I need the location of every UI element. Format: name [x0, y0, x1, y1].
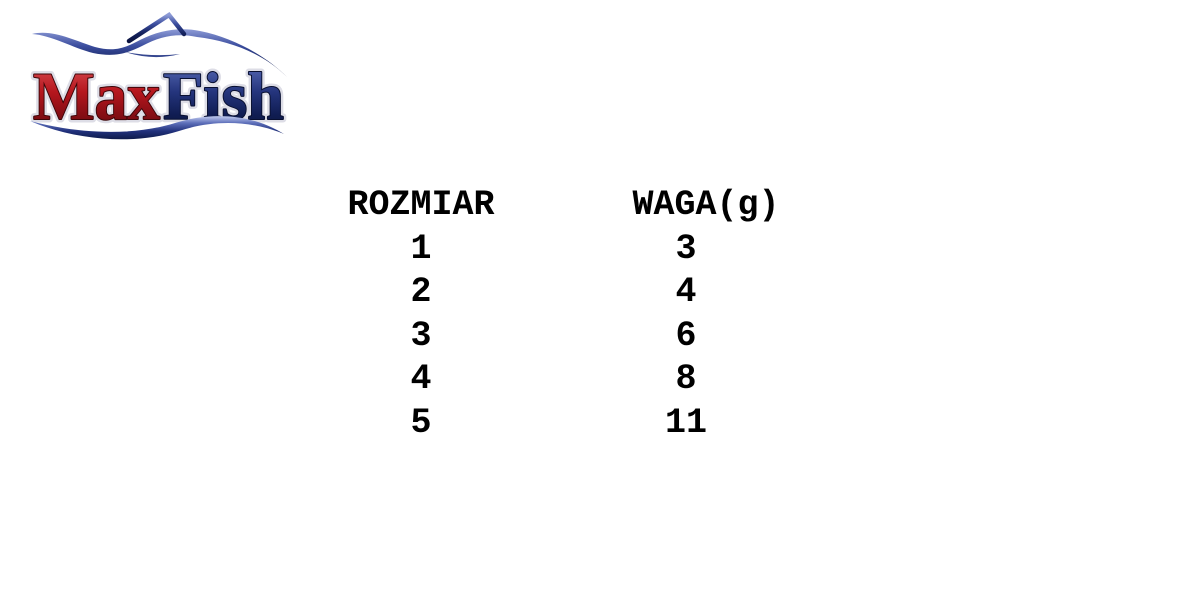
column-header-waga: WAGA(g): [632, 185, 780, 225]
waga-value: 4: [675, 272, 697, 312]
rozmiar-value: 5: [410, 402, 432, 443]
fish-back-swoosh-icon: [32, 29, 287, 77]
waga-value: 3: [675, 228, 697, 269]
logo-text-max: Max: [33, 58, 160, 134]
maxfish-logo: Max Fish Max Fish: [25, 5, 295, 145]
rozmiar-value: 4: [410, 359, 432, 399]
fish-fin-icon: [126, 11, 187, 44]
waga-value: 11: [664, 402, 707, 443]
logo-text-max-glow: Max: [33, 58, 160, 134]
wave-swoosh-icon: [30, 116, 284, 140]
fish-logo-icon: Max Fish Max Fish: [30, 11, 288, 140]
rozmiar-value: 1: [410, 228, 432, 269]
waga-value: 6: [675, 315, 697, 356]
rozmiar-value: 2: [410, 272, 432, 312]
fish-belly-stroke-icon: [125, 52, 180, 58]
size-chart-table: ROZMIAR WAGA(g) 1 3 2 4 3 6 4 8 5 11: [330, 184, 900, 445]
column-header-rozmiar: ROZMIAR: [347, 185, 495, 225]
waga-value: 8: [675, 359, 697, 399]
rozmiar-value: 3: [410, 315, 432, 356]
